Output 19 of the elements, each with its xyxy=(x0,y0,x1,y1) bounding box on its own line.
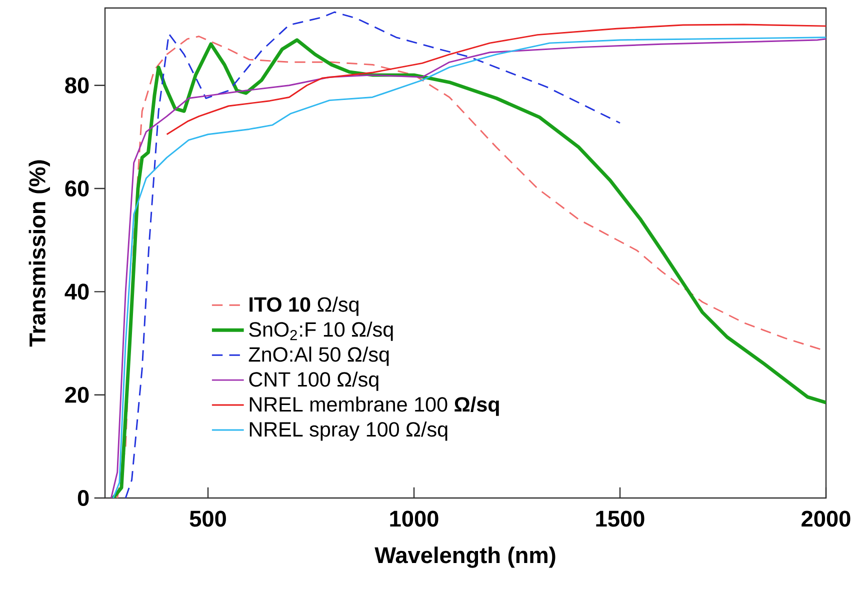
legend-label: NREL membrane 100 Ω/sq xyxy=(250,396,499,416)
y-tick-label: 20 xyxy=(65,386,89,403)
legend-label: NREL spray 100 Ω/sq xyxy=(250,422,448,441)
line-series xyxy=(124,11,621,498)
y-tick-label: 60 xyxy=(65,180,89,197)
legend-label: CNT 100 Ω/sq xyxy=(249,372,378,391)
legend-label: SnO$_{2}$:F 10 Ω/sq xyxy=(249,322,393,341)
x-tick-label: 1500 xyxy=(596,510,644,527)
line-series xyxy=(166,24,826,136)
y-axis-title: Transmission (%) xyxy=(28,160,50,347)
legend-label: ITO 10 Ω/sq xyxy=(250,296,358,316)
y-tick-label: 0 xyxy=(78,490,89,506)
x-tick-label: 2000 xyxy=(802,510,850,527)
x-tick-label: 500 xyxy=(190,510,226,527)
x-axis-title: Wavelength (nm) xyxy=(374,546,556,568)
y-tick-label: 80 xyxy=(65,77,89,94)
legend-label: ZnO:Al 50 Ω/sq xyxy=(248,346,389,366)
x-tick-label: 1000 xyxy=(390,510,438,527)
y-tick-label: 40 xyxy=(64,284,89,300)
